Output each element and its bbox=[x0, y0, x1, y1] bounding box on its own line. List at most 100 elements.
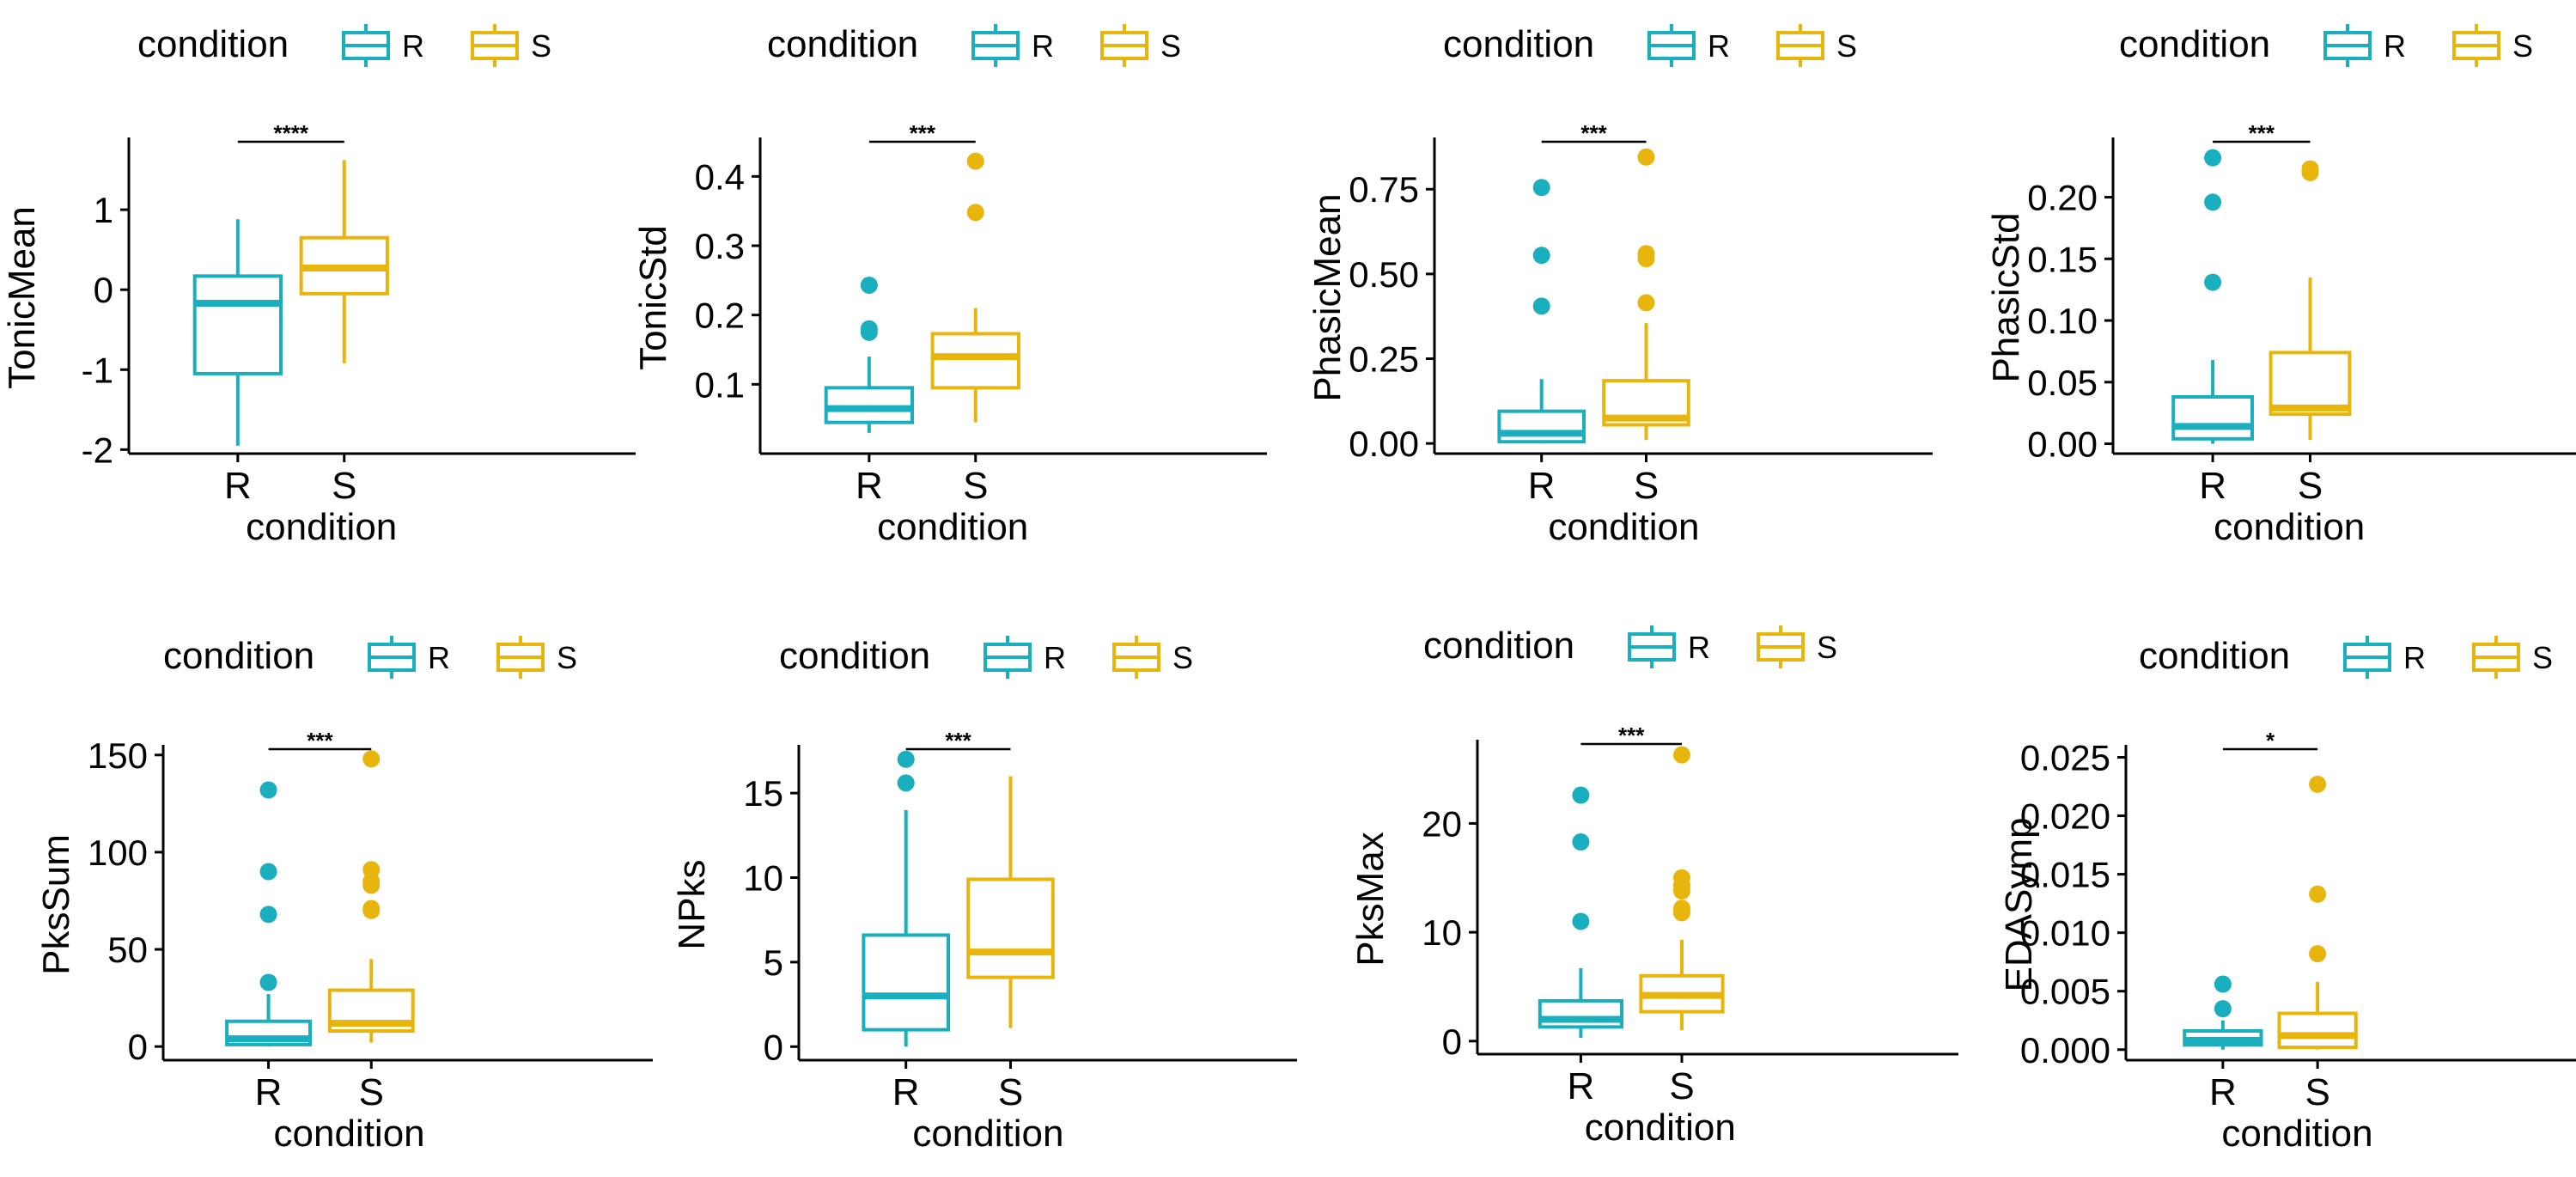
outlier-point bbox=[2204, 193, 2222, 211]
box-r bbox=[225, 781, 313, 1047]
panel-phasicmean: condition R S0.000.250.500.75R SconditionPh… bbox=[1306, 23, 1933, 548]
outlier-point bbox=[2214, 1000, 2232, 1018]
legend-label-s: S bbox=[1160, 28, 1181, 64]
legend-label-r: R bbox=[2403, 640, 2426, 675]
y-tick-label: -2 bbox=[82, 430, 113, 470]
y-tick-label: 0.015 bbox=[2020, 855, 2110, 895]
x-axis-title: condition bbox=[1585, 1107, 1736, 1149]
y-tick-label: 0.50 bbox=[1349, 254, 1419, 295]
x-tick-label-r: R bbox=[892, 1071, 920, 1113]
box-s bbox=[1639, 746, 1725, 1031]
y-tick-label: 0.25 bbox=[1349, 339, 1419, 380]
x-axis-title: condition bbox=[2214, 506, 2365, 548]
box-iqr bbox=[966, 877, 1055, 979]
legend-label-s: S bbox=[531, 28, 551, 64]
significance-label: *** bbox=[307, 728, 333, 753]
y-tick-label: 0 bbox=[764, 1027, 783, 1067]
box-s bbox=[966, 776, 1055, 1028]
outlier-point bbox=[362, 900, 381, 918]
box-iqr bbox=[2277, 1011, 2358, 1050]
box-iqr bbox=[824, 386, 915, 424]
x-axis-title: condition bbox=[274, 1113, 425, 1155]
y-axis-title: NPks bbox=[671, 859, 713, 949]
box-iqr bbox=[930, 332, 1020, 390]
y-tick-label: 0 bbox=[128, 1027, 148, 1067]
y-tick-label: 0.020 bbox=[2020, 796, 2110, 837]
legend-title: condition bbox=[163, 635, 314, 677]
x-axis-title: condition bbox=[877, 506, 1028, 548]
x-axis-title: condition bbox=[246, 506, 397, 548]
legend-key-s bbox=[1100, 24, 1148, 67]
box-iqr bbox=[862, 933, 951, 1032]
significance-label: *** bbox=[2249, 120, 2275, 146]
outlier-point bbox=[259, 863, 277, 881]
y-tick-label: 10 bbox=[1422, 912, 1462, 953]
legend: condition R S bbox=[137, 23, 551, 67]
box-r bbox=[824, 276, 915, 433]
outlier-point bbox=[897, 750, 915, 768]
legend-key-r bbox=[2343, 636, 2391, 679]
x-tick-label-r: R bbox=[1528, 465, 1556, 507]
legend-label-r: R bbox=[1708, 28, 1730, 64]
y-tick-label: 0.000 bbox=[2020, 1030, 2110, 1070]
legend-key-s bbox=[2472, 636, 2520, 679]
panel-tonicstd: condition R S0.10.20.30.4R SconditionTonicS… bbox=[632, 23, 1267, 548]
outlier-point bbox=[1572, 833, 1590, 851]
x-tick-label-r: R bbox=[2209, 1071, 2237, 1113]
y-tick-label: 10 bbox=[743, 858, 783, 899]
box-r bbox=[2183, 975, 2263, 1050]
legend-label-s: S bbox=[557, 640, 577, 675]
outlier-point bbox=[362, 861, 381, 879]
outlier-point bbox=[259, 781, 277, 799]
outlier-point bbox=[259, 973, 277, 991]
box-s bbox=[327, 750, 415, 1043]
significance-label: **** bbox=[274, 120, 309, 146]
legend-key-r bbox=[1628, 625, 1676, 668]
outlier-point bbox=[1637, 245, 1655, 263]
outlier-point bbox=[362, 750, 381, 768]
y-tick-label: 5 bbox=[764, 942, 783, 983]
box-s bbox=[2268, 160, 2352, 441]
y-tick-label: 0.3 bbox=[695, 226, 745, 266]
outlier-point bbox=[2309, 945, 2327, 963]
outlier-point bbox=[897, 774, 915, 792]
legend-label-r: R bbox=[428, 640, 450, 675]
legend-key-s bbox=[1112, 636, 1160, 679]
panel-edasymp: condition R S0.0000.0050.0100.0150.0200.02… bbox=[1998, 635, 2576, 1155]
outlier-point bbox=[1637, 148, 1655, 166]
box-r bbox=[2171, 149, 2254, 444]
outlier-point bbox=[1637, 294, 1655, 312]
y-tick-label: 0.00 bbox=[2027, 424, 2098, 465]
legend: condition R S bbox=[779, 635, 1193, 679]
legend-title: condition bbox=[2119, 23, 2270, 65]
box-s bbox=[930, 152, 1020, 423]
y-tick-label: 0.05 bbox=[2027, 363, 2098, 403]
x-tick-label-s: S bbox=[998, 1071, 1023, 1113]
legend-key-s bbox=[496, 636, 545, 679]
box-iqr bbox=[1497, 409, 1586, 444]
legend-key-r bbox=[2323, 24, 2372, 67]
outlier-point bbox=[2214, 975, 2232, 993]
legend-key-s bbox=[2452, 24, 2500, 67]
legend: condition R S bbox=[2139, 635, 2553, 679]
y-tick-label: 0.75 bbox=[1349, 169, 1419, 210]
y-axis-title: PksSum bbox=[35, 834, 77, 975]
x-tick-label-r: R bbox=[2199, 465, 2226, 507]
box-s bbox=[2277, 775, 2358, 1050]
y-axis-title: PksMax bbox=[1349, 832, 1392, 966]
box-s bbox=[1602, 148, 1690, 441]
y-tick-label: 0.005 bbox=[2020, 972, 2110, 1012]
outlier-point bbox=[860, 276, 878, 294]
legend-key-r bbox=[342, 24, 390, 67]
x-tick-label-s: S bbox=[332, 465, 356, 507]
significance-label: *** bbox=[1618, 723, 1645, 748]
x-tick-label-r: R bbox=[856, 465, 883, 507]
y-axis-title: TonicMean bbox=[1, 206, 43, 389]
outlier-point bbox=[966, 152, 984, 170]
y-tick-label: 150 bbox=[88, 735, 148, 776]
legend: condition R S bbox=[1443, 23, 1857, 67]
